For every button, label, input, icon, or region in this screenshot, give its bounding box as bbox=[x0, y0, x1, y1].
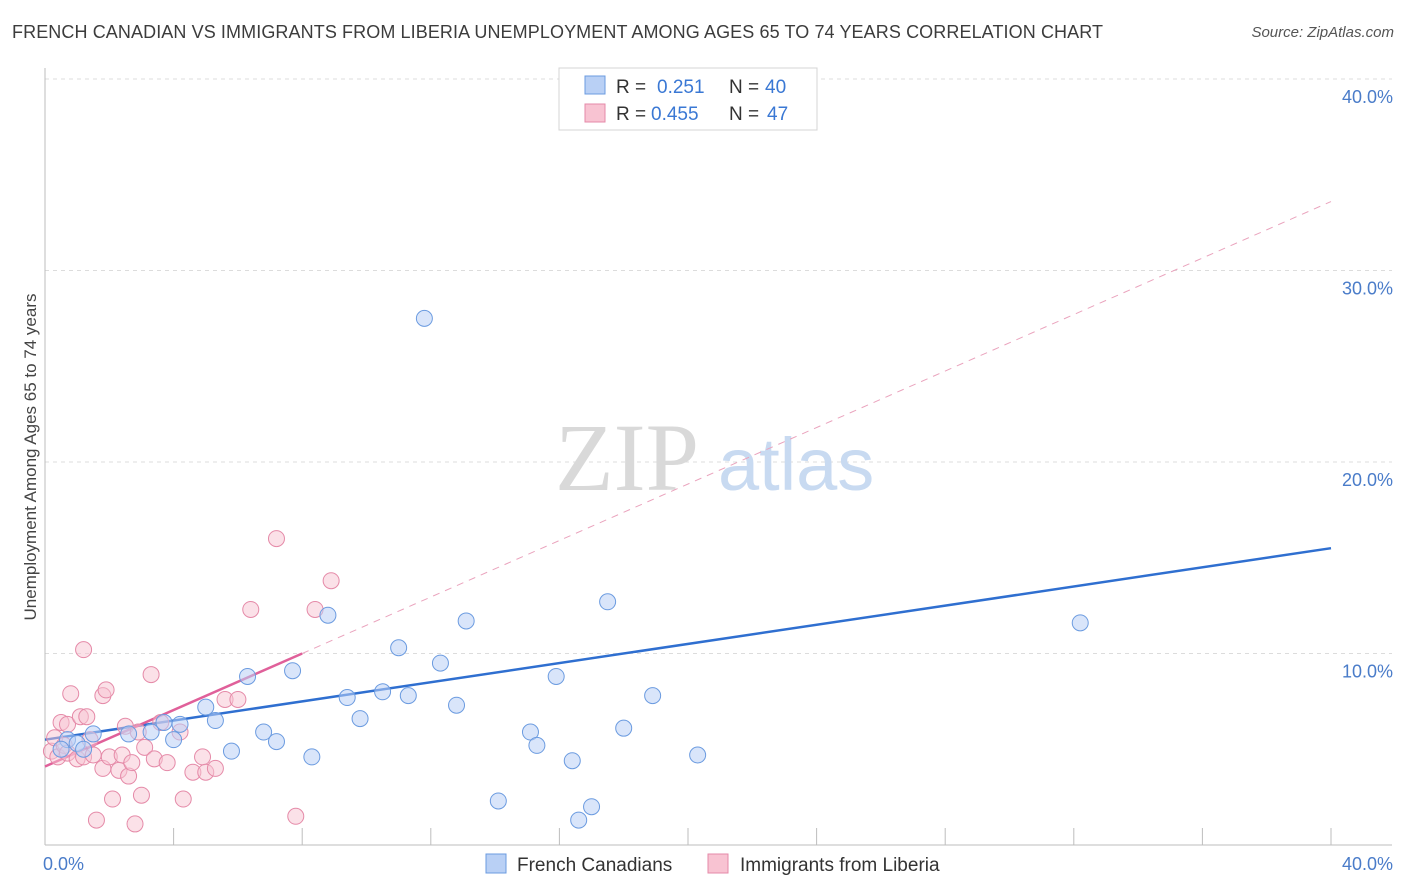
french-canadian-point-31 bbox=[563, 752, 581, 770]
legend-n-label-2: N = bbox=[729, 104, 759, 125]
bottom-legend-label-pink: Immigrants from Liberia bbox=[740, 855, 940, 876]
french-canadian-point-32 bbox=[570, 811, 588, 829]
liberia-point-12 bbox=[75, 641, 93, 659]
legend-swatch-blue bbox=[584, 75, 606, 95]
french-canadian-point-7 bbox=[165, 731, 183, 749]
watermark: ZIP atlas bbox=[555, 404, 874, 511]
series-liberia-points bbox=[42, 530, 340, 833]
liberia-point-14 bbox=[87, 811, 105, 829]
source-label: Source: ZipAtlas.com bbox=[1251, 24, 1394, 41]
liberia-point-36 bbox=[194, 748, 212, 766]
legend-r-label-2: R = bbox=[616, 104, 646, 125]
french-canadian-point-8 bbox=[171, 715, 189, 733]
legend-n-value-1: 40 bbox=[765, 77, 786, 98]
legend-r-label-1: R = bbox=[616, 77, 646, 98]
french-canadian-point-3 bbox=[75, 740, 93, 758]
legend-n-label-1: N = bbox=[729, 77, 759, 98]
series-french-canadian-points bbox=[52, 309, 1089, 829]
french-canadian-point-35 bbox=[615, 719, 633, 737]
liberia-point-38 bbox=[206, 759, 224, 777]
french-canadian-point-19 bbox=[351, 710, 369, 728]
french-canadian-point-18 bbox=[338, 689, 356, 707]
bottom-legend: French Canadians Immigrants from Liberia bbox=[485, 853, 940, 876]
liberia-point-41 bbox=[242, 600, 260, 618]
x-tick-label-max: 40.0% bbox=[1342, 854, 1393, 874]
y-axis-label-group: Unemployment Among Ages 65 to 74 years bbox=[21, 294, 40, 621]
liberia-point-45 bbox=[322, 572, 340, 590]
legend-swatch-pink bbox=[584, 103, 606, 123]
french-canadian-point-16 bbox=[303, 748, 321, 766]
y-tick-label-30: 30.0% bbox=[1342, 279, 1393, 299]
liberia-point-28 bbox=[136, 738, 154, 756]
liberia-point-27 bbox=[132, 786, 150, 804]
y-tick-label-40: 40.0% bbox=[1342, 87, 1393, 107]
french-canadian-point-39 bbox=[52, 740, 70, 758]
liberia-point-40 bbox=[229, 690, 247, 708]
y-tick-label-20: 20.0% bbox=[1342, 470, 1393, 490]
chart-title: FRENCH CANADIAN VS IMMIGRANTS FROM LIBER… bbox=[12, 22, 1104, 42]
french-canadian-point-33 bbox=[583, 798, 601, 816]
french-canadian-point-36 bbox=[644, 687, 662, 705]
french-canadian-point-30 bbox=[547, 667, 565, 685]
french-canadian-point-34 bbox=[599, 593, 617, 611]
bottom-legend-label-blue: French Canadians bbox=[517, 855, 672, 876]
liberia-point-34 bbox=[174, 790, 192, 808]
french-canadian-point-12 bbox=[239, 667, 257, 685]
french-canadian-point-6 bbox=[142, 723, 160, 741]
legend-n-value-2: 47 bbox=[767, 104, 788, 125]
y-tick-label-10: 10.0% bbox=[1342, 662, 1393, 682]
liberia-point-19 bbox=[104, 790, 122, 808]
grid bbox=[45, 78, 1392, 654]
french-canadian-point-24 bbox=[431, 654, 449, 672]
french-canadian-point-4 bbox=[120, 725, 138, 743]
x-tick-label-min: 0.0% bbox=[43, 854, 84, 874]
liberia-point-29 bbox=[142, 666, 160, 684]
liberia-point-24 bbox=[123, 754, 141, 772]
french-canadian-point-25 bbox=[448, 696, 466, 714]
french-canadian-point-11 bbox=[222, 742, 240, 760]
french-canadian-point-27 bbox=[489, 792, 507, 810]
liberia-point-25 bbox=[126, 815, 144, 833]
french-canadian-point-26 bbox=[457, 612, 475, 630]
trendline-liberia-dashed bbox=[301, 201, 1332, 654]
french-canadian-point-14 bbox=[267, 733, 285, 751]
liberia-point-7 bbox=[62, 685, 80, 703]
french-canadian-point-23 bbox=[415, 309, 433, 327]
french-canadian-point-37 bbox=[689, 746, 707, 764]
french-canadian-point-22 bbox=[399, 687, 417, 705]
bottom-legend-swatch-pink bbox=[707, 853, 729, 874]
bottom-legend-swatch-blue bbox=[485, 853, 507, 874]
liberia-point-43 bbox=[287, 807, 305, 825]
french-canadian-point-9 bbox=[197, 698, 215, 716]
liberia-point-17 bbox=[97, 681, 115, 699]
y-axis-label: Unemployment Among Ages 65 to 74 years bbox=[21, 294, 40, 621]
french-canadian-point-21 bbox=[390, 639, 408, 657]
watermark-zip: ZIP bbox=[555, 404, 699, 511]
french-canadian-point-15 bbox=[284, 662, 302, 680]
trendline-french-canadians-solid bbox=[44, 546, 1332, 741]
trendlines bbox=[44, 201, 1332, 768]
french-canadian-point-17 bbox=[319, 606, 337, 624]
legend-r-value-1: 0.251 bbox=[657, 77, 705, 98]
liberia-point-32 bbox=[158, 754, 176, 772]
liberia-point-42 bbox=[267, 530, 285, 548]
legend-r-value-2: 0.455 bbox=[651, 104, 699, 125]
french-canadian-point-2 bbox=[84, 725, 102, 743]
legend: R = 0.251 N = 40 R = 0.455 N = 47 bbox=[558, 67, 818, 131]
axes: 10.0% 20.0% 30.0% 40.0% 0.0% 40.0% bbox=[43, 68, 1393, 874]
watermark-atlas: atlas bbox=[718, 423, 874, 506]
liberia-point-11 bbox=[78, 708, 96, 726]
french-canadian-point-10 bbox=[206, 712, 224, 730]
french-canadian-point-20 bbox=[374, 683, 392, 701]
french-canadian-point-29 bbox=[528, 736, 546, 754]
french-canadian-point-38 bbox=[1071, 614, 1089, 632]
french-canadian-point-13 bbox=[255, 723, 273, 741]
